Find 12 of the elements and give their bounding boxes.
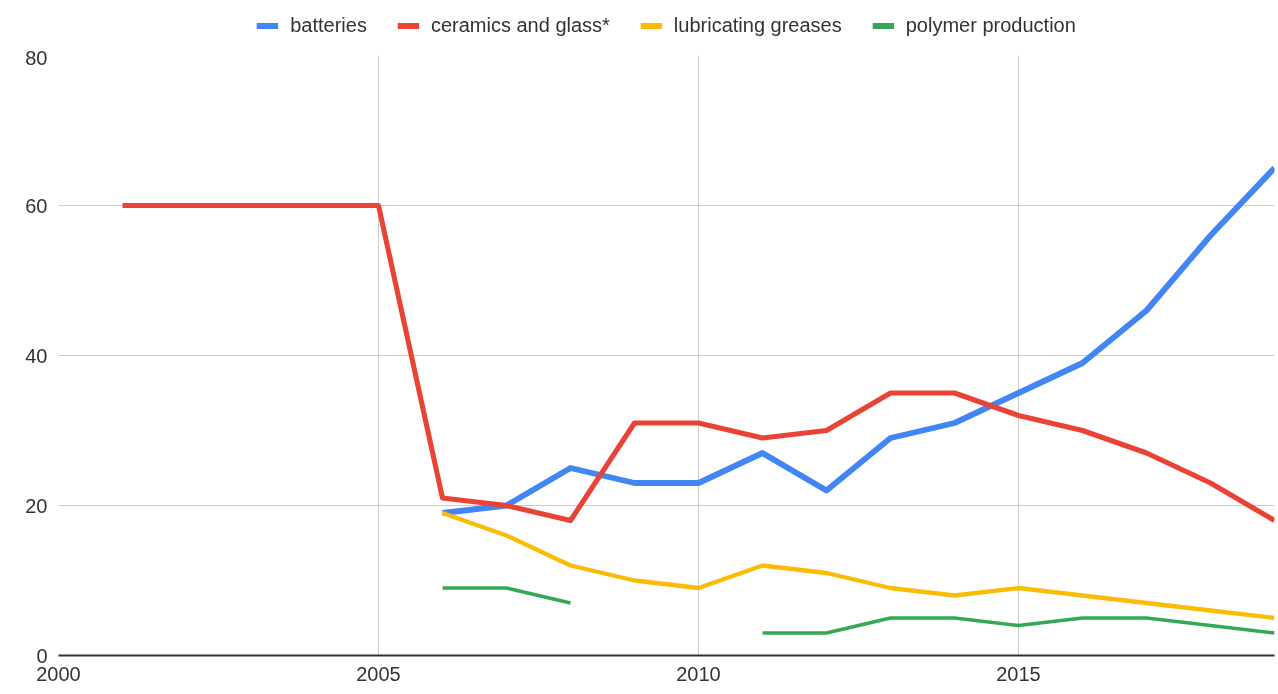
legend-label: polymer production (905, 13, 1076, 37)
line-series (440, 510, 1275, 621)
y-tick-label: 60 (25, 194, 48, 217)
y-tick-label: 40 (25, 344, 48, 367)
x-tick-label: 2005 (356, 662, 401, 685)
y-tick-label: 80 (25, 46, 48, 69)
y-tick-label: 20 (25, 494, 48, 517)
legend-label: batteries (290, 13, 367, 37)
x-tick-label: 2015 (996, 662, 1041, 685)
legend-label: lubricating greases (673, 13, 842, 37)
legend-label: ceramics and glass* (430, 13, 610, 37)
x-tick-label: 2010 (676, 662, 721, 685)
